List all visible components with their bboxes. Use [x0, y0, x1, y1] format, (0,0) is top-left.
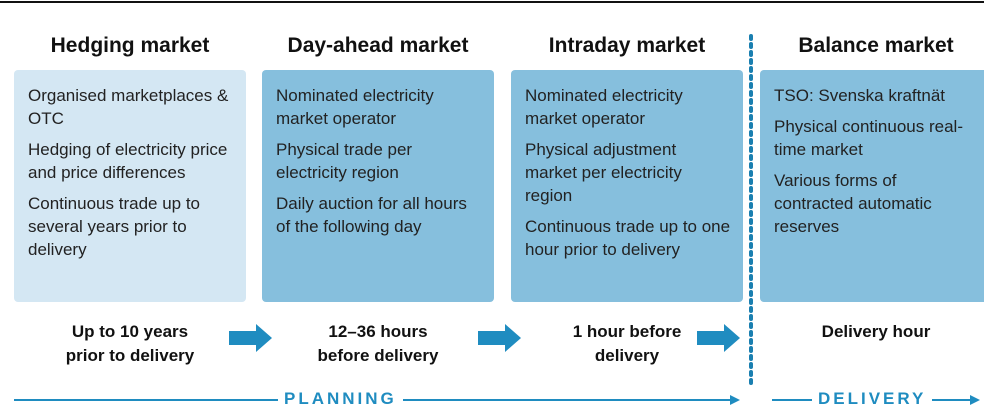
column-title: Balance market [798, 34, 954, 57]
timing-label: Up to 10 years prior to delivery [65, 322, 195, 365]
arrowhead [970, 395, 980, 405]
timing-label: Delivery hour [821, 322, 931, 341]
box-item: Hedging of electricity price and price d… [28, 140, 228, 182]
column-box: Nominated electricity market operator Phy… [511, 70, 743, 302]
column-box: Nominated electricity market operator Phy… [262, 70, 494, 302]
box-item: Various forms of contracted automatic re… [774, 171, 932, 236]
phase-label: PLANNING [278, 389, 403, 409]
column-title: Day-ahead market [287, 34, 469, 57]
column-title: Intraday market [548, 34, 706, 57]
phase-label: DELIVERY [812, 389, 933, 409]
box-item: Continuous trade up to several years pri… [28, 194, 201, 259]
box-item: Physical continuous real-time market [774, 117, 963, 159]
column-box: Organised marketplaces & OTC Hedging of e… [14, 70, 246, 302]
box-item: Physical adjustment market per electrici… [525, 140, 682, 205]
box-item: Nominated electricity market operator [525, 86, 683, 128]
arrows [229, 324, 740, 352]
box-item: Physical trade per electricity region [276, 140, 413, 182]
column-title: Hedging market [50, 34, 210, 57]
timing-label: 1 hour before delivery [572, 322, 682, 365]
column-box: TSO: Svenska kraftnät Physical continuous… [760, 70, 984, 302]
box-item: Continuous trade up to one hour prior to… [525, 217, 731, 259]
box-item: TSO: Svenska kraftnät [774, 86, 946, 105]
timing-label: 12–36 hours before delivery [317, 322, 439, 365]
box-item: Organised marketplaces & OTC [28, 86, 229, 128]
box-item: Nominated electricity market operator [276, 86, 434, 128]
box-item: Daily auction for all hours of the follo… [276, 194, 467, 236]
arrowhead [730, 395, 740, 405]
